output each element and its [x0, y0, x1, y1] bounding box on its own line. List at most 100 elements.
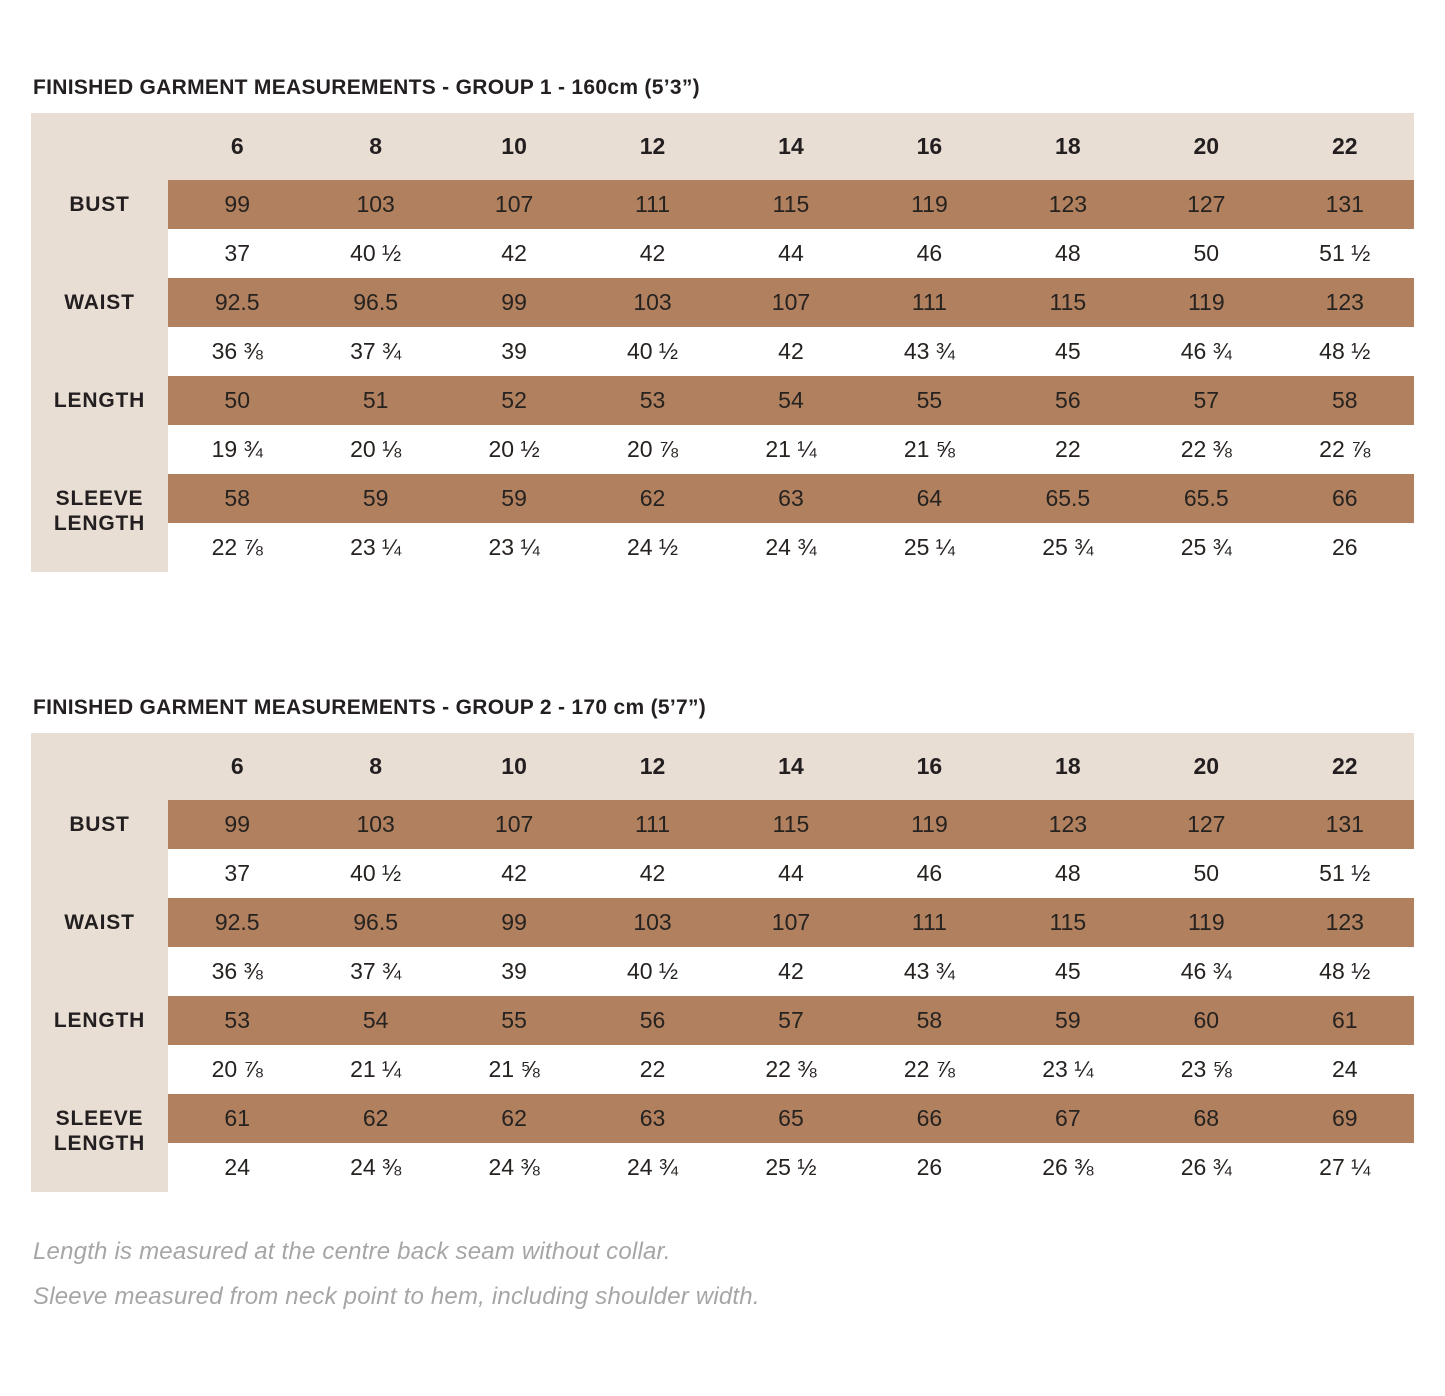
cm-value-cell: 60 [1137, 996, 1276, 1045]
inch-value-cell: 42 [444, 849, 584, 898]
inch-value-cell: 21 ¼ [306, 1045, 445, 1094]
inch-value-cell: 44 [721, 229, 861, 278]
inch-value-cell: 22 ⅞ [1275, 425, 1414, 474]
cm-value-cell: 53 [583, 376, 722, 425]
inch-value-cell: 42 [583, 849, 722, 898]
size-header-cell: 10 [444, 733, 584, 800]
inch-value-cell: 24 ⅜ [444, 1143, 584, 1192]
cm-value-cell: 58 [1275, 376, 1414, 425]
cm-value-cell: 96.5 [306, 278, 445, 327]
cm-value-cell: 55 [444, 996, 584, 1045]
inch-row: 37 40 ½ 42 42 44 46 48 50 51 ½ [31, 229, 1414, 278]
inch-value-cell: 20 ⅞ [168, 1045, 307, 1094]
cm-value-cell: 56 [583, 996, 722, 1045]
cm-value-cell: 68 [1137, 1094, 1276, 1143]
inch-value-cell: 39 [444, 327, 584, 376]
inch-row: 22 ⅞ 23 ¼ 23 ¼ 24 ½ 24 ¾ 25 ¼ 25 ¾ 25 ¾ 26 [31, 523, 1414, 572]
inch-value-cell: 23 ¼ [444, 523, 584, 572]
cm-value-cell: 67 [998, 1094, 1138, 1143]
cm-value-cell: 59 [444, 474, 584, 523]
cm-row: SLEEVE LENGTH 61 62 62 63 65 66 67 68 69 [31, 1094, 1414, 1192]
inch-row: 36 ⅜ 37 ¾ 39 40 ½ 42 43 ¾ 45 46 ¾ 48 ½ [31, 947, 1414, 996]
inch-value-cell: 50 [1137, 849, 1276, 898]
inch-value-cell: 27 ¼ [1275, 1143, 1414, 1192]
cm-value-cell: 66 [860, 1094, 999, 1143]
cm-value-cell: 99 [168, 180, 307, 229]
cm-value-cell: 56 [998, 376, 1138, 425]
inch-value-cell: 43 ¾ [860, 947, 999, 996]
cm-row: WAIST 92.5 96.5 99 103 107 111 115 119 123 [31, 898, 1414, 996]
cm-value-cell: 66 [1275, 474, 1414, 523]
inch-value-cell: 46 ¾ [1137, 947, 1276, 996]
inch-value-cell: 50 [1137, 229, 1276, 278]
row-label: WAIST [31, 898, 168, 996]
inch-value-cell: 25 ¾ [998, 523, 1138, 572]
inch-row: 19 ¾ 20 ⅛ 20 ½ 20 ⅞ 21 ¼ 21 ⅝ 22 22 ⅜ 22 ⅞ [31, 425, 1414, 474]
inch-value-cell: 19 ¾ [168, 425, 307, 474]
inch-row: 20 ⅞ 21 ¼ 21 ⅝ 22 22 ⅜ 22 ⅞ 23 ¼ 23 ⅝ 24 [31, 1045, 1414, 1094]
cm-value-cell: 103 [583, 278, 722, 327]
inch-value-cell: 40 ½ [306, 229, 445, 278]
size-header-cell: 6 [168, 733, 307, 800]
inch-value-cell: 24 ¾ [721, 523, 861, 572]
inch-value-cell: 36 ⅜ [168, 947, 307, 996]
inch-value-cell: 42 [721, 947, 861, 996]
sleeve-footnote: Sleeve measured from neck point to hem, … [33, 1283, 760, 1310]
inch-value-cell: 25 ½ [721, 1143, 861, 1192]
cm-value-cell: 127 [1137, 180, 1276, 229]
cm-value-cell: 62 [306, 1094, 445, 1143]
cm-value-cell: 55 [860, 376, 999, 425]
inch-value-cell: 24 ¾ [583, 1143, 722, 1192]
size-header-cell: 14 [721, 733, 861, 800]
cm-value-cell: 58 [860, 996, 999, 1045]
inch-value-cell: 26 ¾ [1137, 1143, 1276, 1192]
cm-value-cell: 63 [583, 1094, 722, 1143]
cm-value-cell: 57 [1137, 376, 1276, 425]
cm-value-cell: 115 [998, 278, 1138, 327]
inch-value-cell: 20 ½ [444, 425, 584, 474]
size-header-row: 6 8 10 12 14 16 18 20 22 [31, 113, 1414, 180]
inch-value-cell: 22 ⅜ [721, 1045, 861, 1094]
row-label: LENGTH [31, 376, 168, 474]
group-2-section: FINISHED GARMENT MEASUREMENTS - GROUP 2 … [31, 696, 1414, 1192]
inch-value-cell: 42 [444, 229, 584, 278]
inch-value-cell: 26 ⅜ [998, 1143, 1138, 1192]
cm-value-cell: 111 [860, 898, 999, 947]
row-label: SLEEVE LENGTH [31, 1094, 168, 1192]
cm-value-cell: 65 [721, 1094, 861, 1143]
size-header-cell: 8 [306, 113, 445, 180]
cm-value-cell: 96.5 [306, 898, 445, 947]
size-header-cell: 8 [306, 733, 445, 800]
row-label: LENGTH [31, 996, 168, 1094]
size-header-cell: 12 [583, 733, 722, 800]
cm-value-cell: 69 [1275, 1094, 1414, 1143]
cm-value-cell: 111 [583, 180, 722, 229]
inch-value-cell: 37 ¾ [306, 947, 445, 996]
inch-value-cell: 48 [998, 849, 1138, 898]
inch-value-cell: 48 ½ [1275, 947, 1414, 996]
cm-value-cell: 107 [721, 898, 861, 947]
size-header-cell: 18 [998, 733, 1138, 800]
cm-row: LENGTH 53 54 55 56 57 58 59 60 61 [31, 996, 1414, 1094]
inch-value-cell: 48 [998, 229, 1138, 278]
cm-value-cell: 99 [168, 800, 307, 849]
cm-value-cell: 54 [721, 376, 861, 425]
inch-value-cell: 40 ½ [583, 327, 722, 376]
cm-value-cell: 115 [721, 180, 861, 229]
cm-value-cell: 123 [1275, 278, 1414, 327]
size-header-cell: 20 [1137, 113, 1276, 180]
inch-row: 24 24 ⅜ 24 ⅜ 24 ¾ 25 ½ 26 26 ⅜ 26 ¾ 27 ¼ [31, 1143, 1414, 1192]
cm-value-cell: 50 [168, 376, 307, 425]
cm-value-cell: 111 [583, 800, 722, 849]
cm-value-cell: 92.5 [168, 278, 307, 327]
cm-value-cell: 107 [444, 800, 584, 849]
inch-value-cell: 20 ⅞ [583, 425, 722, 474]
row-label: WAIST [31, 278, 168, 376]
cm-value-cell: 103 [306, 800, 445, 849]
inch-value-cell: 42 [583, 229, 722, 278]
cm-value-cell: 52 [444, 376, 584, 425]
cm-value-cell: 62 [444, 1094, 584, 1143]
inch-value-cell: 51 ½ [1275, 229, 1414, 278]
inch-value-cell: 40 ½ [583, 947, 722, 996]
cm-value-cell: 115 [998, 898, 1138, 947]
